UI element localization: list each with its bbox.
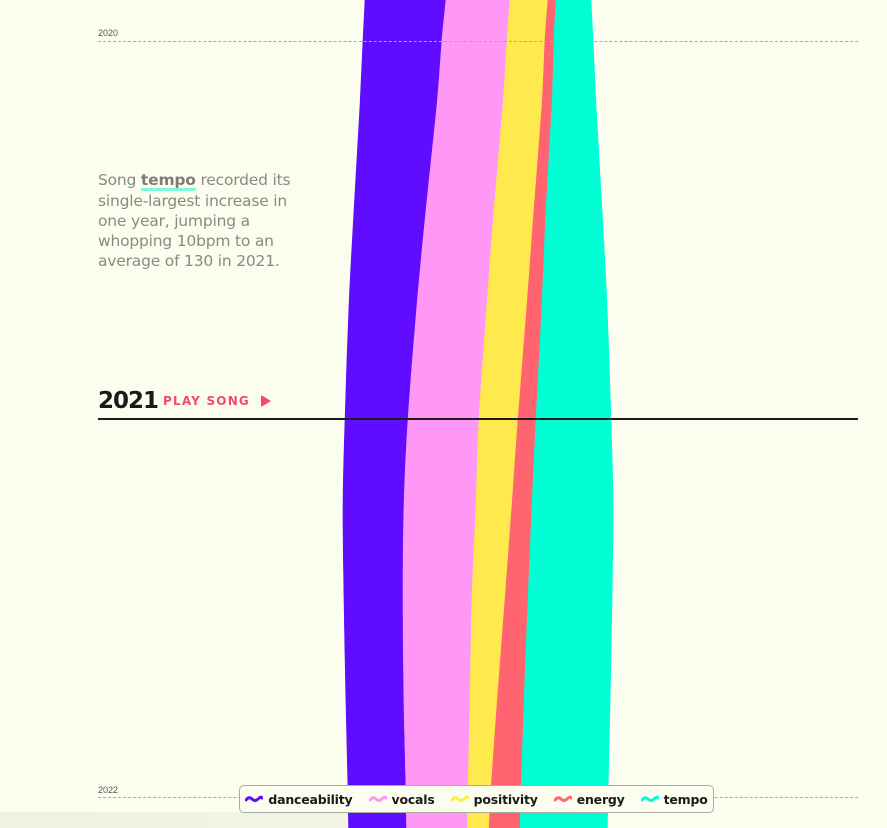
wave-swatch-icon — [553, 795, 572, 802]
current-year-line — [98, 418, 858, 420]
wave-swatch-icon — [368, 795, 387, 802]
annotation-highlight-tempo: tempo — [140, 171, 196, 191]
year-label-2020: 2020 — [98, 28, 119, 38]
legend-label: tempo — [663, 791, 708, 807]
legend-item-vocals[interactable]: vocals — [368, 791, 435, 807]
legend-item-energy[interactable]: energy — [553, 791, 625, 807]
annotation-text-prefix: Song — [98, 171, 141, 189]
wave-swatch-icon — [245, 795, 264, 802]
play-song-label: PLAY SONG — [163, 394, 250, 408]
legend-label: energy — [576, 791, 625, 807]
annotation-text: Song tempo recorded its single-largest i… — [98, 170, 313, 271]
legend-label: positivity — [473, 791, 538, 807]
legend-label: vocals — [391, 791, 435, 807]
stream-band-tempo — [519, 0, 614, 828]
legend-label: danceability — [268, 791, 353, 807]
legend-item-positivity[interactable]: positivity — [450, 791, 538, 807]
play-icon — [260, 395, 271, 407]
legend-item-danceability[interactable]: danceability — [245, 791, 353, 807]
wave-swatch-icon — [450, 795, 469, 802]
chart-legend: danceability vocals positivity energy te… — [239, 785, 714, 813]
wave-swatch-icon — [640, 795, 659, 802]
year-gridline-2020 — [98, 41, 858, 42]
year-label-2022: 2022 — [98, 785, 119, 795]
play-song-button[interactable]: PLAY SONG — [163, 394, 271, 408]
annotation-text-suffix: recorded its single-largest increase in … — [98, 171, 291, 270]
current-year-heading: 2021 — [98, 388, 159, 414]
legend-item-tempo[interactable]: tempo — [640, 791, 708, 807]
